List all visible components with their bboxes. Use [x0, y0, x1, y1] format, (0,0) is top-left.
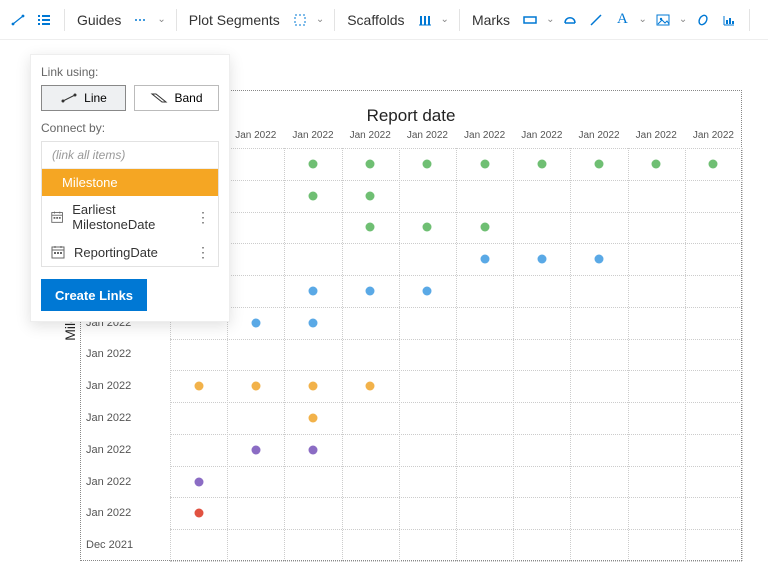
connect-by-option[interactable]: ReportingDate ⋮ — [42, 238, 218, 266]
x-axis-labels: Jan 2022Jan 2022Jan 2022Jan 2022Jan 2022… — [170, 130, 742, 141]
chart-point[interactable] — [309, 445, 318, 454]
chart-point[interactable] — [423, 159, 432, 168]
mark-image-icon[interactable] — [651, 6, 675, 34]
y-tick-label: Jan 2022 — [86, 466, 166, 498]
chart-point[interactable] — [709, 159, 718, 168]
y-tick-label: Dec 2021 — [86, 529, 166, 561]
chart-point[interactable] — [309, 382, 318, 391]
chevron-down-icon[interactable]: ⌄ — [677, 14, 689, 25]
chart-point[interactable] — [194, 509, 203, 518]
chart-point[interactable] — [309, 318, 318, 327]
chart-point[interactable] — [480, 223, 489, 232]
connect-by-label: Connect by: — [41, 121, 219, 135]
scaffolds-label: Scaffolds — [343, 12, 410, 28]
more-icon[interactable]: ⋮ — [196, 245, 210, 259]
connect-by-placeholder: (link all items) — [42, 142, 218, 169]
chart-point[interactable] — [366, 286, 375, 295]
chart-point[interactable] — [366, 191, 375, 200]
y-tick-label: Jan 2022 — [86, 497, 166, 529]
list-tool-icon[interactable] — [32, 6, 56, 34]
link-type-band-button[interactable]: Band — [134, 85, 219, 111]
chart-point[interactable] — [251, 318, 260, 327]
chart-point[interactable] — [309, 191, 318, 200]
chart-point[interactable] — [537, 255, 546, 264]
guides-label: Guides — [73, 12, 127, 28]
chart-point[interactable] — [595, 255, 604, 264]
calendar-icon — [50, 244, 66, 260]
x-tick-label: Jan 2022 — [399, 130, 456, 141]
chart-grid — [170, 148, 742, 561]
link-popup: Link using: Line Band Connect by: (link … — [30, 54, 230, 322]
x-tick-label: Jan 2022 — [227, 130, 284, 141]
connect-by-option[interactable]: Earliest MilestoneDate ⋮ — [42, 196, 218, 238]
chevron-down-icon[interactable]: ⌄ — [314, 14, 326, 25]
link-tool-icon[interactable] — [6, 6, 30, 34]
x-tick-label: Jan 2022 — [685, 130, 742, 141]
band-button-label: Band — [174, 91, 202, 105]
chart-point[interactable] — [194, 382, 203, 391]
x-tick-label: Jan 2022 — [570, 130, 627, 141]
option-label: Milestone — [50, 175, 118, 190]
plot-segments-label: Plot Segments — [185, 12, 286, 28]
x-tick-label: Jan 2022 — [628, 130, 685, 141]
x-tick-label: Jan 2022 — [342, 130, 399, 141]
line-button-label: Line — [84, 91, 107, 105]
create-links-button[interactable]: Create Links — [41, 279, 147, 311]
mark-text-icon[interactable]: A — [610, 6, 634, 34]
chart-point[interactable] — [595, 159, 604, 168]
chart-point[interactable] — [309, 414, 318, 423]
more-icon[interactable]: ⋮ — [196, 210, 210, 224]
connect-by-list: (link all items) Milestone Earliest Miles… — [41, 141, 219, 267]
chart-point[interactable] — [537, 159, 546, 168]
chart-point[interactable] — [251, 382, 260, 391]
link-using-label: Link using: — [41, 65, 219, 79]
scaffold-icon[interactable] — [413, 6, 437, 34]
chevron-down-icon[interactable]: ⌄ — [155, 14, 167, 25]
option-label: ReportingDate — [74, 245, 158, 260]
mark-line-icon[interactable] — [584, 6, 608, 34]
y-tick-label: Jan 2022 — [86, 434, 166, 466]
marks-label: Marks — [468, 12, 516, 28]
option-label: Earliest MilestoneDate — [72, 202, 188, 232]
chart-point[interactable] — [423, 223, 432, 232]
calendar-icon — [50, 209, 64, 225]
chart-point[interactable] — [480, 255, 489, 264]
chart-point[interactable] — [480, 159, 489, 168]
chevron-down-icon[interactable]: ⌄ — [636, 14, 648, 25]
connect-by-option[interactable]: Milestone — [42, 169, 218, 196]
x-tick-label: Jan 2022 — [513, 130, 570, 141]
mark-ellipse-icon[interactable] — [558, 6, 582, 34]
chart-point[interactable] — [366, 382, 375, 391]
mark-icon-tool[interactable] — [691, 6, 715, 34]
link-type-line-button[interactable]: Line — [41, 85, 126, 111]
chart-point[interactable] — [366, 223, 375, 232]
y-tick-label: Jan 2022 — [86, 370, 166, 402]
chevron-down-icon[interactable]: ⌄ — [439, 14, 451, 25]
chart-point[interactable] — [309, 159, 318, 168]
guides-line-icon[interactable] — [129, 6, 153, 34]
mark-data-axis-icon[interactable] — [717, 6, 741, 34]
x-tick-label: Jan 2022 — [284, 130, 341, 141]
plot-segment-icon[interactable] — [288, 6, 312, 34]
chart-point[interactable] — [251, 445, 260, 454]
chart-point[interactable] — [309, 286, 318, 295]
toolbar: Guides ⌄ Plot Segments ⌄ Scaffolds ⌄ Mar… — [0, 0, 768, 40]
chevron-down-icon[interactable]: ⌄ — [544, 14, 556, 25]
mark-rect-icon[interactable] — [518, 6, 542, 34]
x-tick-label: Jan 2022 — [456, 130, 513, 141]
chart-point[interactable] — [194, 477, 203, 486]
y-tick-label: Jan 2022 — [86, 402, 166, 434]
chart-point[interactable] — [652, 159, 661, 168]
chart-point[interactable] — [423, 286, 432, 295]
y-tick-label: Jan 2022 — [86, 339, 166, 371]
chart-point[interactable] — [366, 159, 375, 168]
